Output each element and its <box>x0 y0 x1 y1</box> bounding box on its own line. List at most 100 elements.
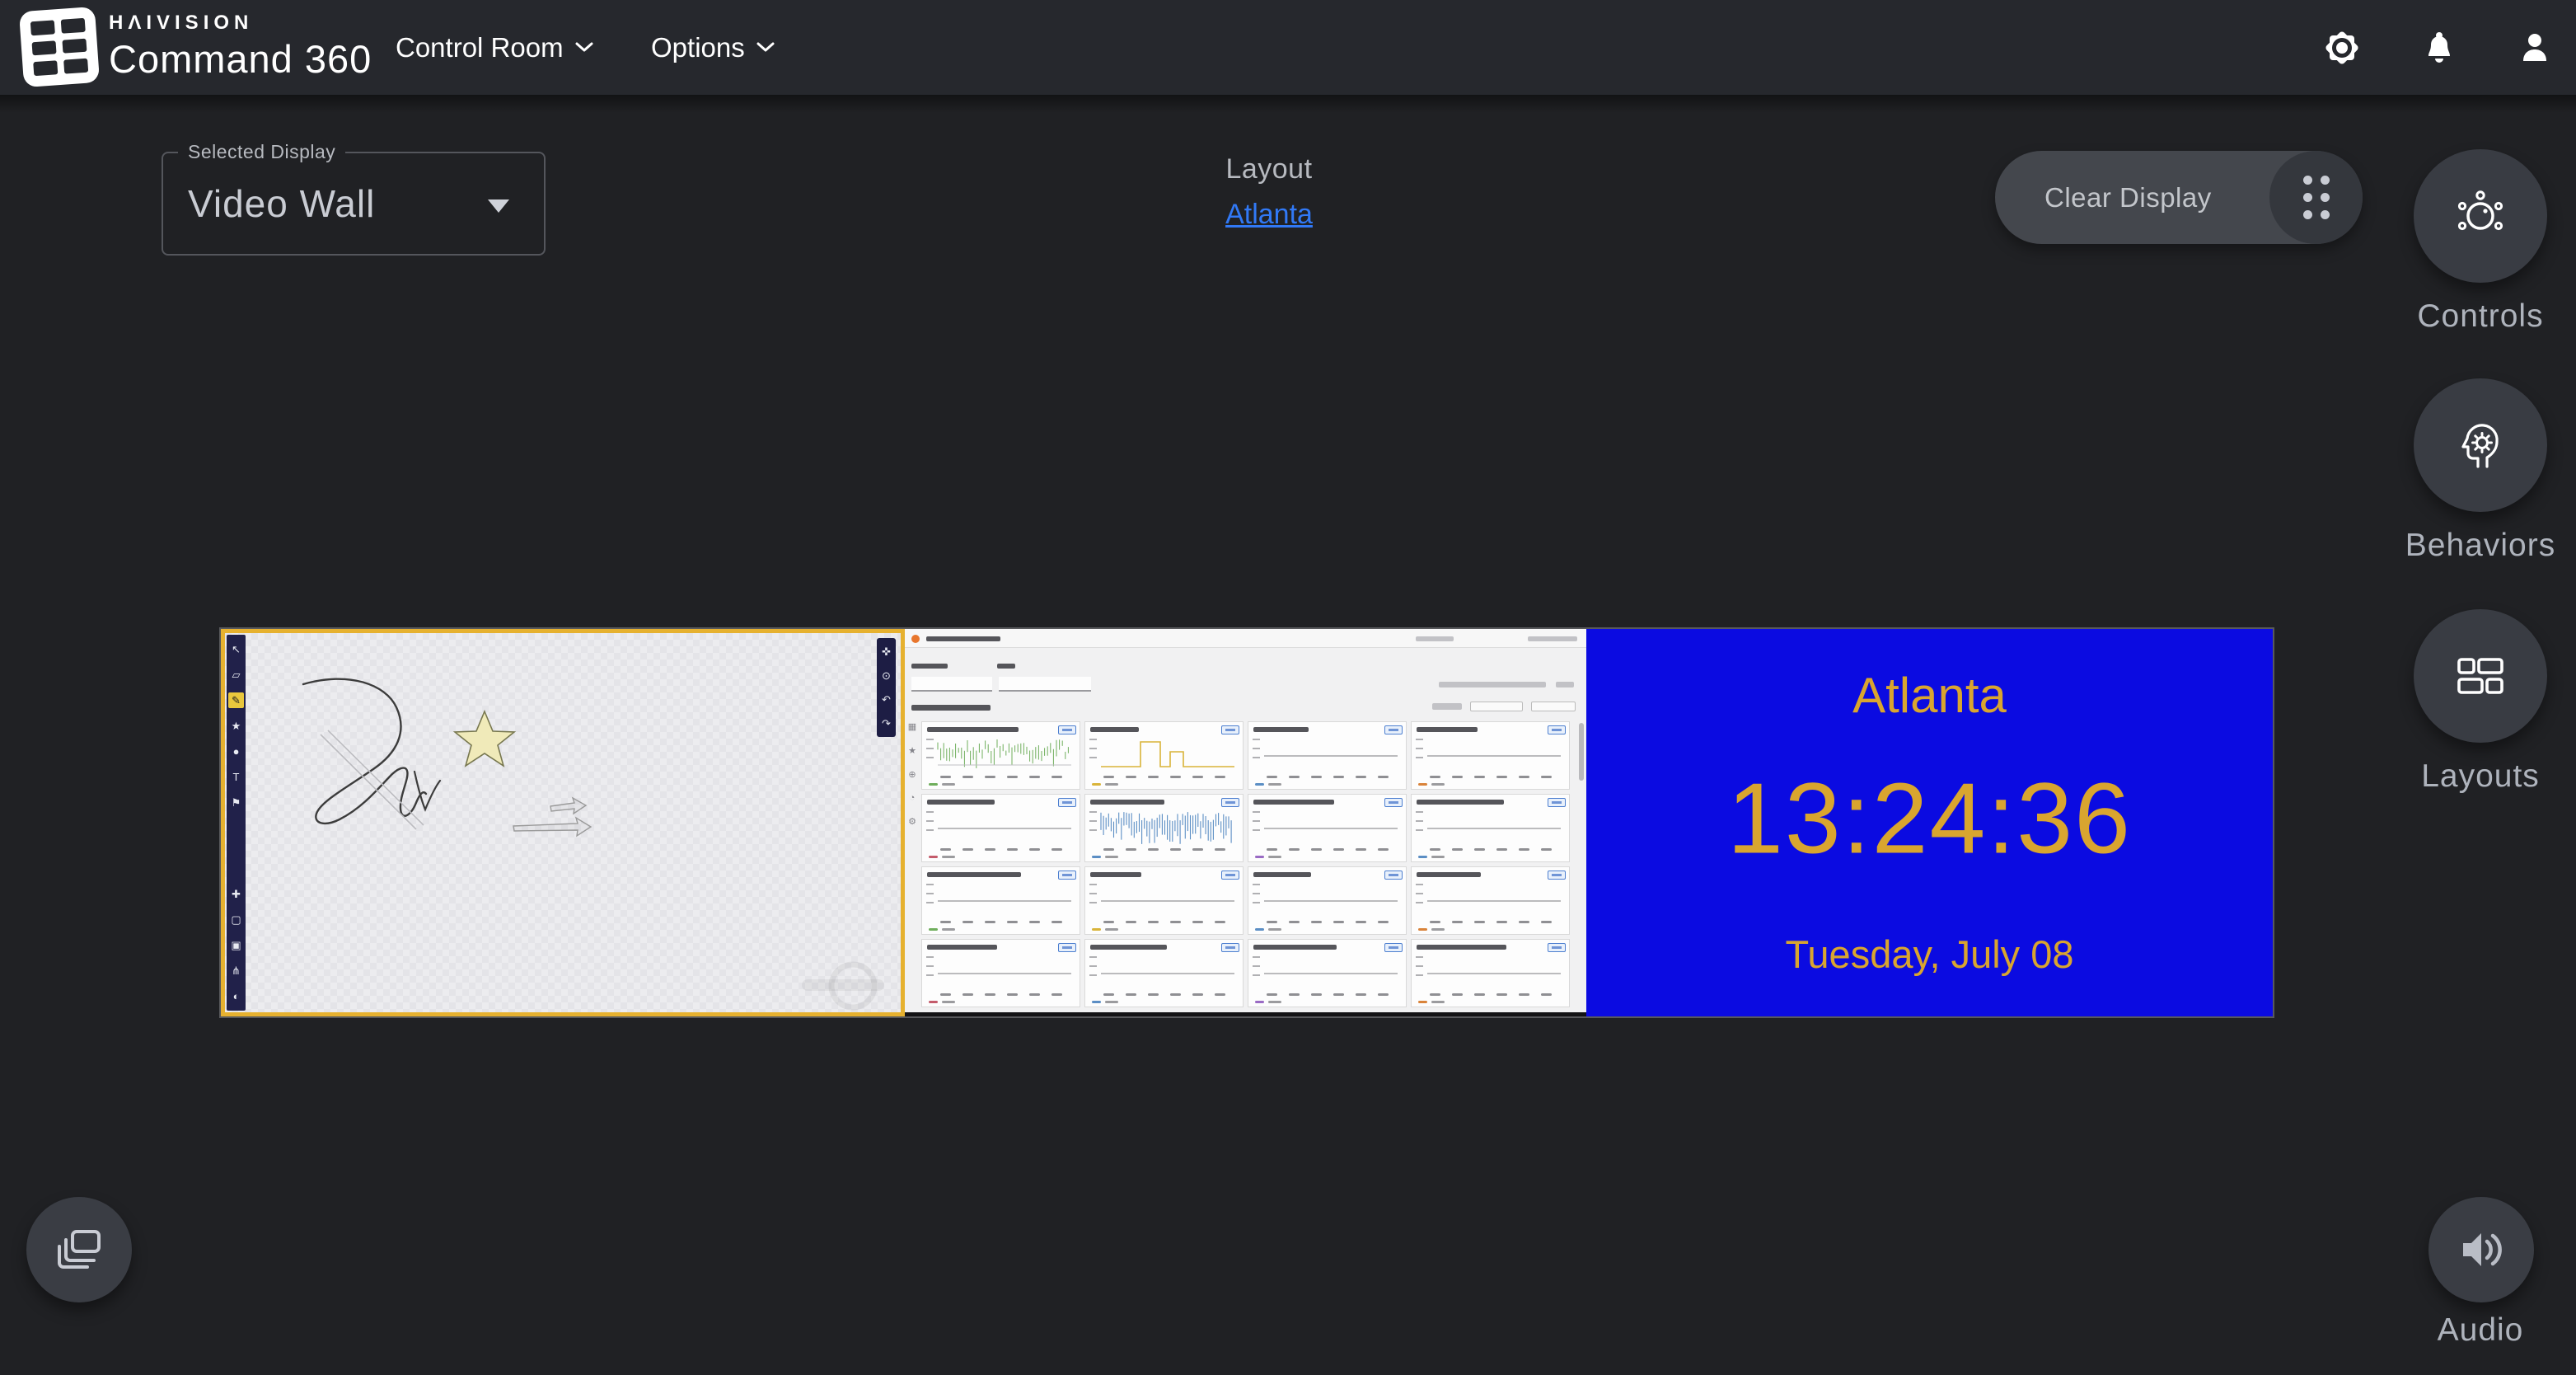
clock-date: Tuesday, July 08 <box>1785 932 2074 976</box>
dashboard-mini-panel <box>921 866 1080 935</box>
selected-display-label: Selected Display <box>178 141 346 163</box>
mini-panel-button <box>1058 798 1076 807</box>
mini-panel-button <box>1548 725 1566 734</box>
video-wall-preview: ↖ ▱ ✎ ★ ● T ⚑ ✚ ▢ ▣ ⋔ ◐ ✜ ⊙ ↶ ↷ ▦ ★ ⊕ ◔ ⚙ <box>219 627 2274 1018</box>
dashboard-scrollbar <box>1579 723 1584 781</box>
wall-panel-whiteboard[interactable]: ↖ ▱ ✎ ★ ● T ⚑ ✚ ▢ ▣ ⋔ ◐ ✜ ⊙ ↶ ↷ <box>221 629 905 1016</box>
audio-label: Audio <box>2437 1312 2524 1348</box>
whiteboard-toolbar: ↖ ▱ ✎ ★ ● T ⚑ ✚ ▢ ▣ ⋔ ◐ <box>227 635 246 1011</box>
mini-panel-button <box>1384 871 1403 880</box>
legend-swatch <box>1418 928 1427 931</box>
whiteboard-zoom-icon: ↶ <box>882 692 891 706</box>
dashboard-mini-panel <box>1411 721 1570 790</box>
whiteboard-tool-icon: ▢ <box>231 913 241 926</box>
notifications-icon[interactable] <box>2419 28 2459 68</box>
stacked-displays-button[interactable] <box>26 1197 132 1302</box>
whiteboard-tool-icon: ◐ <box>232 990 240 1002</box>
dashboard-mini-panel <box>1084 939 1244 1007</box>
behaviors-button[interactable] <box>2414 378 2547 512</box>
dashboard-mini-panel <box>1084 721 1244 790</box>
dashboard-side-menu: ▦ ★ ⊕ ◔ ⚙ <box>907 722 917 827</box>
user-icon[interactable] <box>2515 28 2555 68</box>
dashboard-mini-panel <box>921 721 1080 790</box>
wall-panel-clock[interactable]: Atlanta 13:24:36 Tuesday, July 08 <box>1586 629 2273 1016</box>
whiteboard-zoom-icon: ↷ <box>882 716 891 730</box>
caret-down-icon <box>488 199 509 223</box>
mini-panel-button <box>1548 871 1566 880</box>
legend-swatch <box>1418 1001 1427 1003</box>
mini-panel-button <box>1058 943 1076 952</box>
whiteboard-zoom-toolbar: ✜ ⊙ ↶ ↷ <box>877 638 896 737</box>
whiteboard-tool-icon: ⋔ <box>232 964 241 977</box>
dashboard-feed: ▦ ★ ⊕ ◔ ⚙ <box>905 629 1586 1012</box>
layout-link-atlanta[interactable]: Atlanta <box>1225 199 1313 230</box>
layers-icon <box>58 1230 101 1269</box>
mini-panel-button <box>1058 871 1076 880</box>
whiteboard-tool-icon: ✎ <box>228 692 244 708</box>
dashboard-mini-panel <box>1248 939 1407 1007</box>
legend-swatch <box>1092 928 1101 931</box>
chevron-down-icon <box>756 42 775 52</box>
legend-swatch <box>1255 856 1264 858</box>
controls-label: Controls <box>2417 298 2544 334</box>
menu-control-room[interactable]: Control Room <box>396 0 593 95</box>
mini-panel-button <box>1548 798 1566 807</box>
dashboard-mini-panel <box>921 939 1080 1007</box>
dashboard-mini-panel <box>1248 866 1407 935</box>
mini-panel-button <box>1221 943 1239 952</box>
behaviors-label: Behaviors <box>2405 528 2556 563</box>
dashboard-mini-panel <box>1248 721 1407 790</box>
drag-handle[interactable] <box>2269 151 2363 244</box>
controls-button[interactable] <box>2414 149 2547 283</box>
legend-swatch <box>1418 783 1427 786</box>
brand-haivision: HΛIVISION <box>109 12 254 34</box>
layouts-button[interactable] <box>2414 609 2547 743</box>
whiteboard-tool-icon: ⚑ <box>231 795 241 809</box>
legend-swatch <box>1418 856 1427 858</box>
haivision-logo-icon <box>18 6 101 88</box>
mini-panel-button <box>1384 943 1403 952</box>
mini-panel-button <box>1221 798 1239 807</box>
layout-section: Layout Atlanta <box>1225 153 1313 231</box>
mini-panel-button <box>1221 725 1239 734</box>
dashboard-grid <box>921 721 1570 1007</box>
whiteboard-zoom-icon: ✜ <box>882 645 891 658</box>
legend-swatch <box>929 783 938 786</box>
legend-swatch <box>1092 783 1101 786</box>
behaviors-icon <box>2461 424 2499 468</box>
top-bar: HΛIVISION Command 360 Control Room Optio… <box>0 0 2576 95</box>
legend-swatch <box>1255 928 1264 931</box>
settings-icon[interactable] <box>2322 28 2362 68</box>
chevron-down-icon <box>575 42 593 52</box>
mini-panel-button <box>1058 725 1076 734</box>
whiteboard-tool-icon: ★ <box>231 719 241 732</box>
legend-swatch <box>929 1001 938 1003</box>
whiteboard-tool-icon: T <box>232 771 240 783</box>
speaker-icon <box>2463 1233 2502 1266</box>
legend-swatch <box>1255 1001 1264 1003</box>
drag-dots-icon <box>2302 176 2330 219</box>
clock-city: Atlanta <box>1852 668 2007 723</box>
menu-options[interactable]: Options <box>651 0 775 95</box>
whiteboard-tool-icon: ↖ <box>232 642 241 655</box>
dashboard-mini-panel <box>1411 866 1570 935</box>
legend-swatch <box>929 928 938 931</box>
dashboard-header <box>905 629 1586 648</box>
dashboard-mini-panel <box>1411 939 1570 1007</box>
whiteboard-tool-icon: ▣ <box>231 938 241 951</box>
whiteboard-tool-icon: ● <box>232 745 240 758</box>
legend-swatch <box>1255 783 1264 786</box>
brand-command360: Command 360 <box>109 37 372 81</box>
mini-panel-button <box>1384 725 1403 734</box>
clear-display-button[interactable]: Clear Display <box>1995 151 2363 244</box>
dashboard-mini-panel <box>1248 794 1407 862</box>
mini-panel-button <box>1548 943 1566 952</box>
dashboard-mini-panel <box>1411 794 1570 862</box>
controls-icon <box>2457 190 2503 231</box>
selected-display-select[interactable]: Selected Display Video Wall <box>162 141 546 256</box>
wall-panel-dashboard[interactable]: ▦ ★ ⊕ ◔ ⚙ <box>905 629 1586 1016</box>
selected-display-value: Video Wall <box>188 182 376 225</box>
topbar-shadow <box>0 95 2576 113</box>
whiteboard-drawing <box>302 678 884 1011</box>
audio-button[interactable] <box>2428 1197 2534 1302</box>
